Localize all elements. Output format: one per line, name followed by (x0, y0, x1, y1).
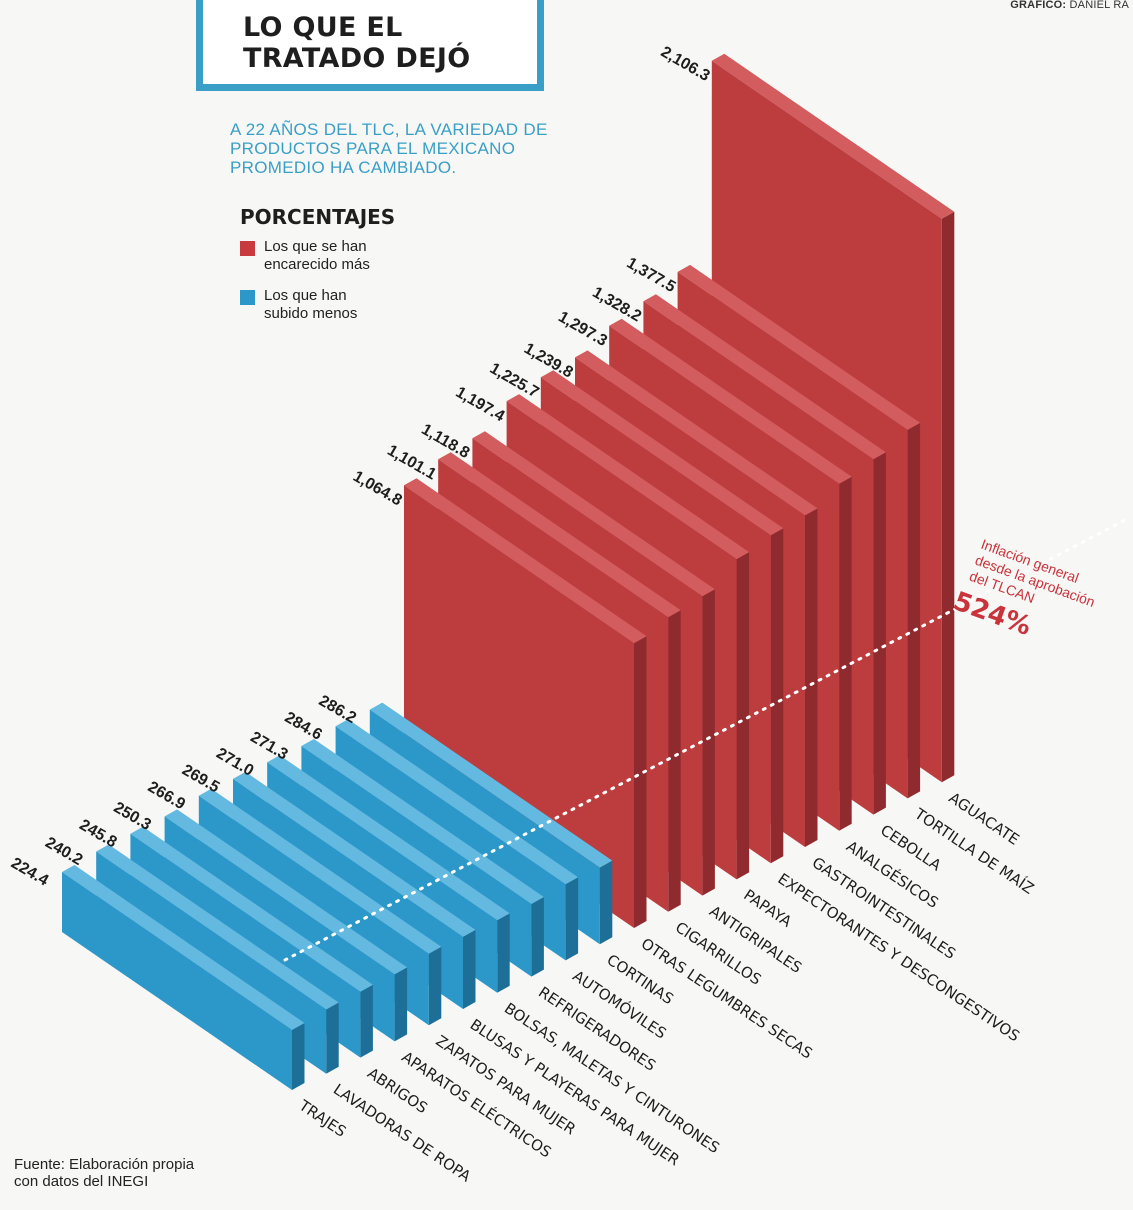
bar-side-face (394, 967, 408, 1042)
value-label: 1,225.7 (487, 360, 542, 401)
bar-top-face (540, 370, 784, 536)
title-line-1: LO QUE EL (243, 12, 403, 43)
bar-top-face (62, 865, 305, 1030)
bar-top-face (233, 771, 476, 937)
bar-side-face (326, 1002, 339, 1074)
bar-side-face (428, 946, 442, 1026)
legend-swatch-blue (240, 290, 255, 305)
value-label: 284.6 (282, 709, 325, 744)
bar-top-face (438, 452, 681, 618)
bar-side-face (805, 508, 818, 847)
bar-top-face (472, 431, 715, 597)
legend-blue-line-2: subido menos (264, 305, 358, 322)
bar-side-face (702, 589, 715, 896)
value-label: 1,101.1 (384, 442, 439, 483)
value-label: 245.8 (76, 817, 119, 852)
bars-layer (62, 53, 955, 1090)
bar-side-face (497, 913, 510, 993)
bar-side-face (463, 929, 476, 1009)
bar-top-face (164, 809, 408, 975)
legend-red-line-1: Los que se han (264, 238, 367, 255)
bar-front-face (404, 485, 634, 928)
source-line-2: con datos del INEGI (14, 1173, 149, 1190)
value-label: 1,328.2 (589, 284, 644, 325)
value-label: 271.3 (247, 729, 290, 764)
credit-name: DANIEL RA (1069, 0, 1129, 11)
value-label: 1,197.4 (453, 384, 508, 425)
bar-side-face (599, 860, 613, 945)
legend-blue-line-1: Los que han (264, 287, 347, 304)
subtitle-line-1: A 22 AÑOS DEL TLC, LA VARIEDAD DE (230, 120, 548, 139)
bar-top-face (677, 264, 921, 430)
value-label: 286.2 (316, 692, 359, 727)
bar-side-face (907, 422, 921, 799)
graphic-credit: GRÁFICO: DANIEL RA (1010, 0, 1129, 11)
bar-blue-0 (62, 865, 305, 1090)
bar-side-face (634, 636, 647, 928)
bar-top-face (711, 53, 955, 219)
bar-top-face (267, 755, 510, 921)
bar-side-face (941, 211, 955, 783)
bar-side-face (292, 1023, 305, 1090)
page-title: LO QUE EL TRATADO DEJÓ (243, 12, 470, 74)
title-line-2: TRATADO DEJÓ (243, 43, 471, 74)
value-label: 269.5 (179, 762, 222, 797)
bar-red-0 (404, 478, 647, 928)
value-label: 1,377.5 (624, 255, 679, 296)
bar-side-face (668, 610, 681, 912)
category-label: EXPECTORANTES Y DESCONGESTIVOS (775, 870, 1023, 1046)
source-note: Fuente: Elaboración propia con datos del… (14, 1156, 194, 1190)
legend-label-blue: Los que han subido menos (264, 287, 434, 323)
value-label: 1,064.8 (350, 468, 405, 509)
value-label: 2,106.3 (658, 44, 713, 85)
value-label: 250.3 (111, 799, 154, 834)
value-label: 240.2 (42, 834, 85, 869)
bar-side-face (736, 552, 750, 880)
value-label: 224.4 (8, 855, 51, 890)
value-label: 1,297.3 (555, 309, 610, 350)
bar-side-face (360, 984, 373, 1058)
legend-swatch-red (240, 241, 255, 256)
bar-top-face (301, 739, 544, 904)
legend-title: PORCENTAJES (240, 205, 396, 229)
bar-top-face (506, 394, 750, 560)
bar-top-face (130, 826, 373, 992)
bar-top-face (198, 788, 442, 954)
bar-top-face (404, 478, 647, 644)
legend-label-red: Los que se han encarecido más (264, 238, 434, 274)
value-label: 266.9 (145, 779, 188, 814)
bar-top-face (335, 719, 579, 885)
bar-top-face (609, 318, 852, 484)
credit-label: GRÁFICO: (1010, 0, 1067, 11)
bar-side-face (873, 452, 886, 815)
annotation-text: Inflación general desde la aprobación de… (949, 536, 1097, 642)
bar-front-face (62, 872, 292, 1090)
subtitle-line-3: PROMEDIO HA CAMBIADO. (230, 158, 457, 177)
title-box: LO QUE EL TRATADO DEJÓ (196, 0, 544, 91)
bar-top-face (369, 702, 613, 868)
legend-red-line-2: encarecido más (264, 256, 370, 273)
bar-side-face (770, 528, 784, 864)
bar-side-face (839, 476, 852, 831)
subtitle-line-2: PRODUCTOS PARA EL MEXICANO (230, 139, 516, 158)
bar-top-face (575, 350, 818, 516)
bar-top-face (96, 844, 339, 1010)
bar-top-face (643, 294, 886, 460)
bar-side-face (531, 897, 544, 977)
source-line-1: Fuente: Elaboración propia (14, 1156, 195, 1173)
value-label: 271.0 (213, 745, 256, 780)
subtitle: A 22 AÑOS DEL TLC, LA VARIEDAD DE PRODUC… (230, 120, 630, 177)
bar-side-face (565, 877, 579, 961)
